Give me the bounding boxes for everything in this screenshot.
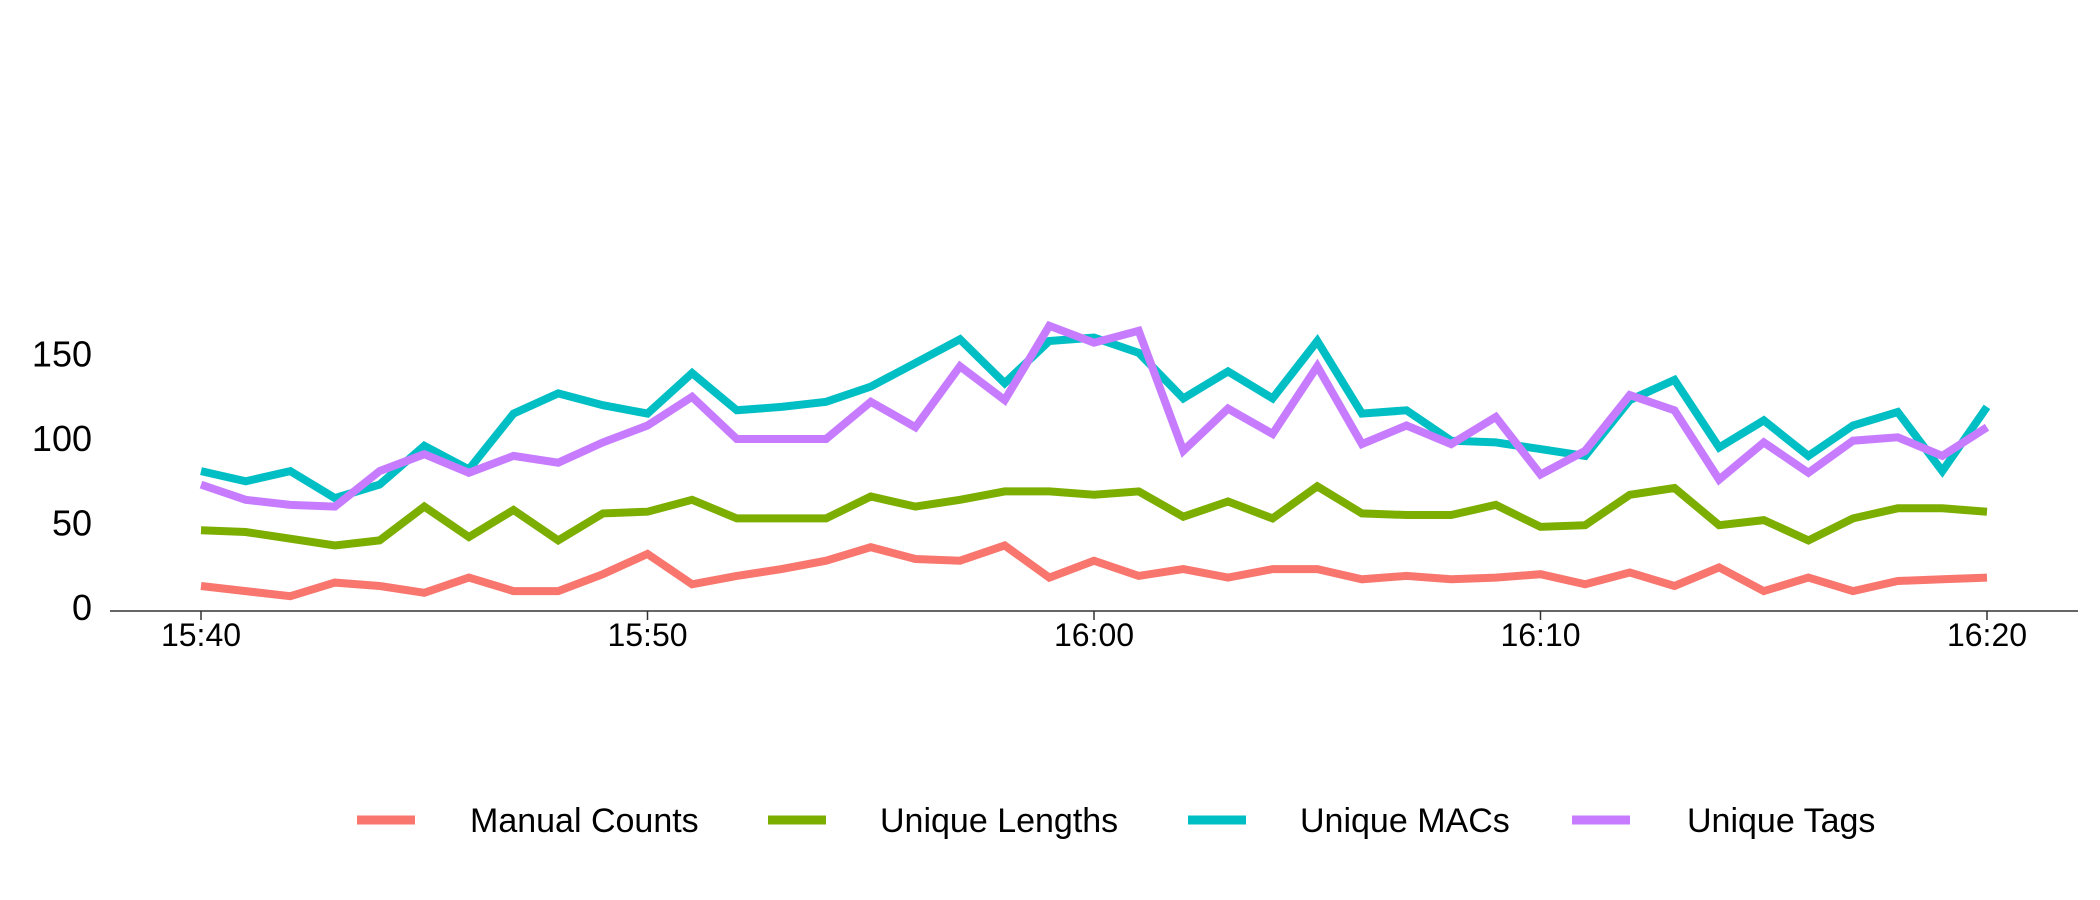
legend-label: Manual Counts	[470, 802, 699, 840]
legend-item-unique-lengths: Unique Lengths	[768, 802, 1118, 840]
y-tick-label: 0	[72, 587, 92, 628]
series-line-manual-counts	[200, 541, 1988, 601]
legend-label: Unique Lengths	[880, 802, 1118, 840]
legend-label: Unique Tags	[1687, 802, 1875, 840]
series-line-unique-tags	[199, 320, 1990, 511]
x-axis-ticks: 15:40 15:50 16:00 16:10 16:20	[161, 611, 2027, 653]
x-tick-label: 16:00	[1054, 617, 1134, 653]
plot-lines	[199, 320, 1991, 601]
x-tick-label: 16:20	[1947, 617, 2027, 653]
legend: Manual Counts Unique Lengths Unique MACs Un…	[357, 802, 1875, 840]
y-tick-label: 100	[32, 418, 92, 459]
series-line-unique-lengths	[200, 481, 1988, 550]
y-axis-ticks: 0 50 100 150	[32, 334, 92, 629]
x-tick-label: 15:40	[161, 617, 241, 653]
legend-item-unique-tags: Unique Tags	[1572, 802, 1875, 840]
legend-item-manual-counts: Manual Counts	[357, 802, 699, 840]
y-tick-label: 150	[32, 334, 92, 375]
x-tick-label: 15:50	[607, 617, 687, 653]
legend-item-unique-macs: Unique MACs	[1188, 802, 1510, 840]
series-line-unique-macs	[200, 333, 1991, 503]
legend-label: Unique MACs	[1300, 802, 1510, 840]
x-tick-label: 16:10	[1500, 617, 1580, 653]
y-tick-label: 50	[52, 503, 92, 544]
